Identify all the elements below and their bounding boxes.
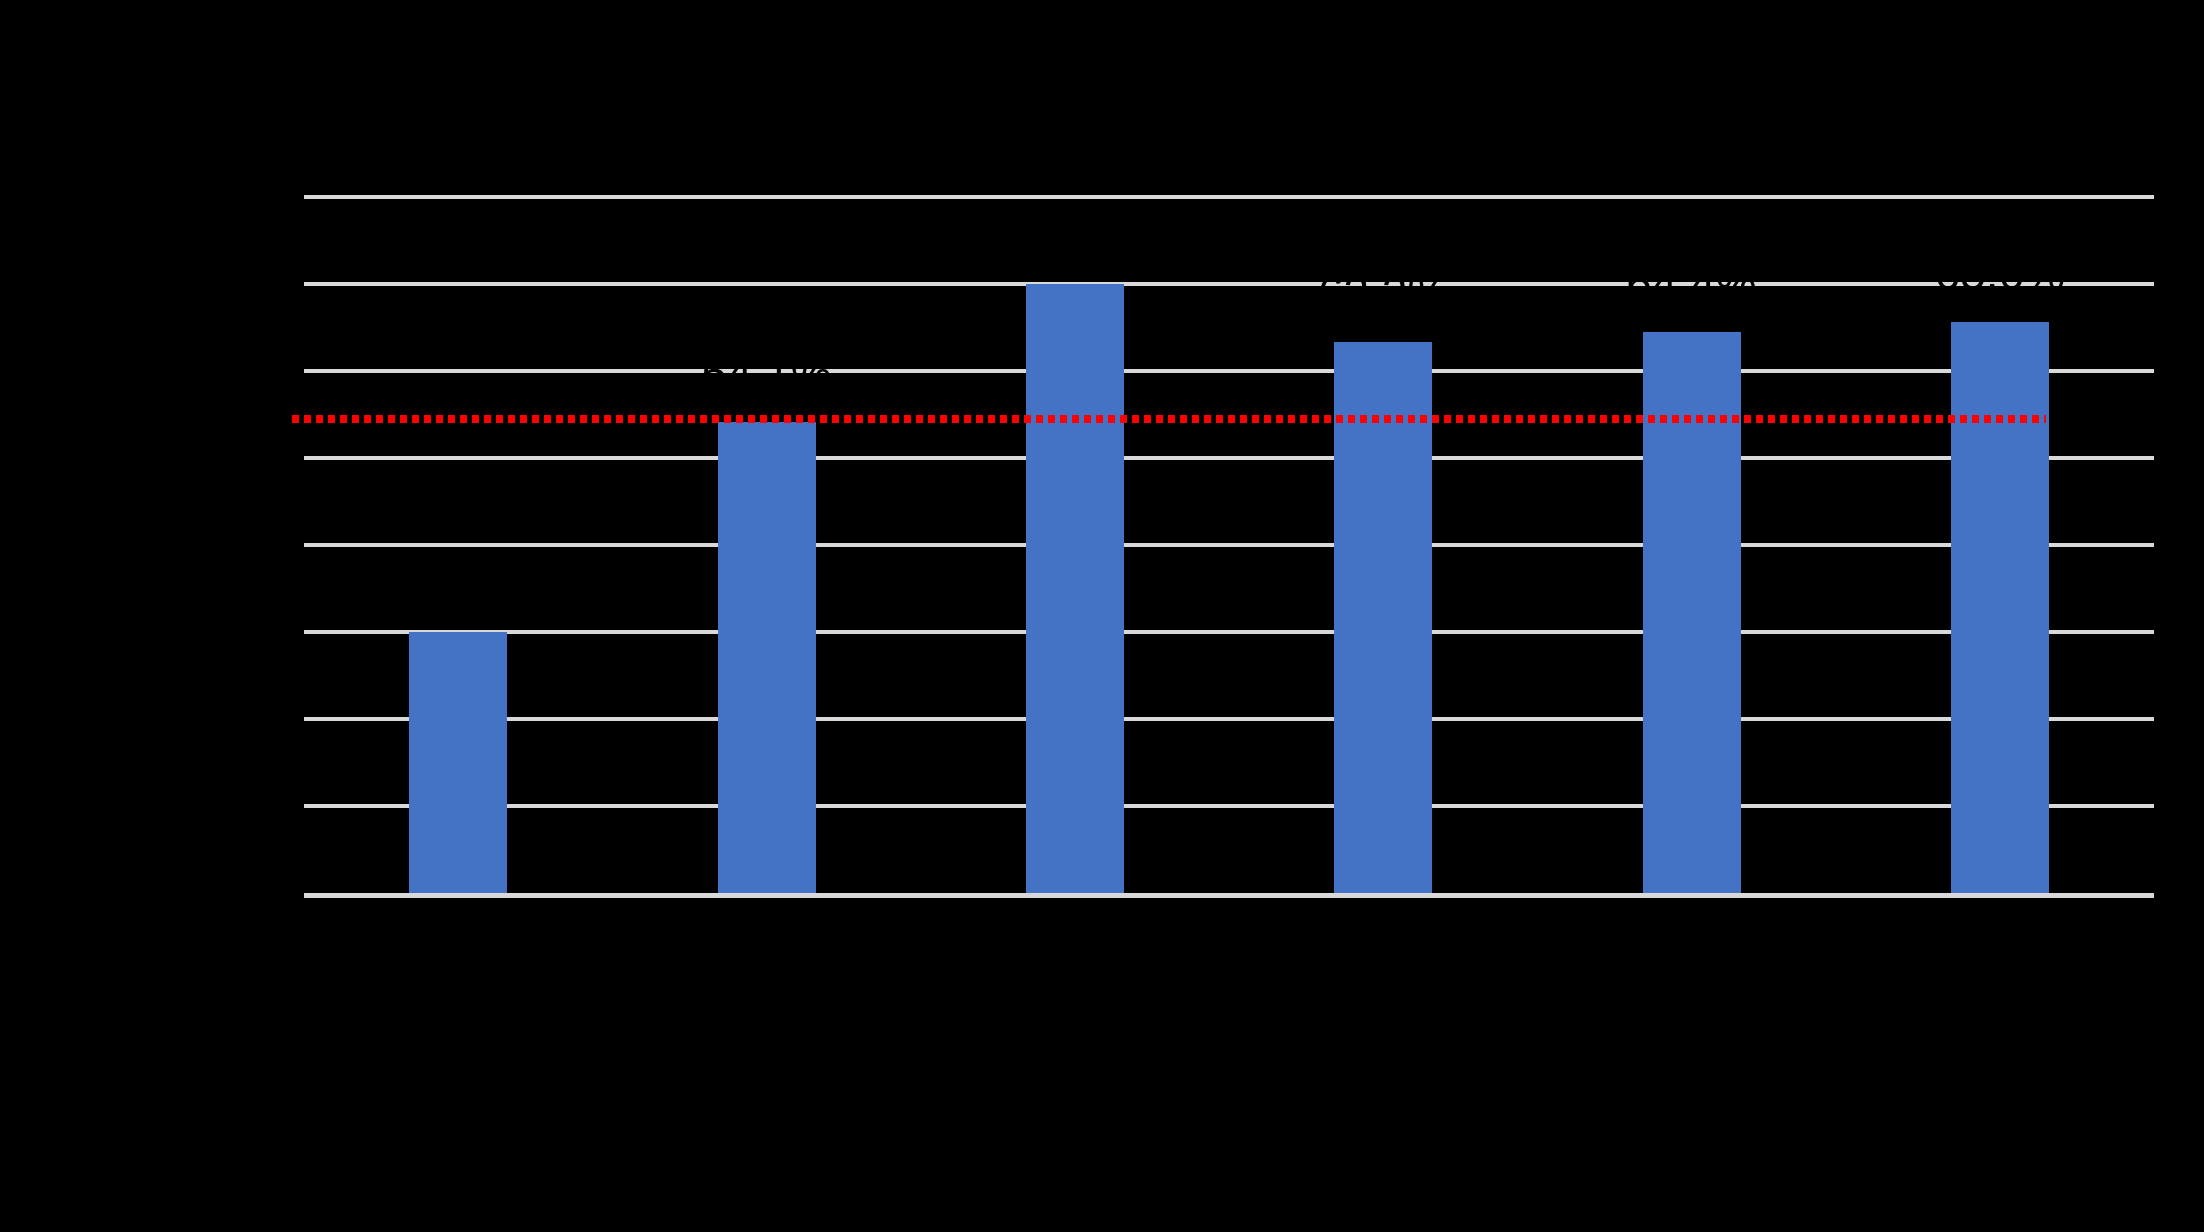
gridline: [304, 717, 2154, 722]
gridline: [304, 804, 2154, 809]
x-axis-line: [304, 893, 2154, 898]
bar: [1642, 332, 1741, 894]
bar: [1025, 283, 1124, 894]
bar: [409, 632, 508, 894]
bar: [717, 422, 816, 894]
bar-value-label: 70.0%: [1009, 208, 1141, 261]
bar-value-label: 30.0%: [392, 557, 524, 610]
bar-value-label: 64.4%: [1626, 257, 1757, 310]
gridline: [304, 455, 2154, 460]
gridline: [304, 368, 2154, 373]
bar-value-label: 65.6%: [1934, 246, 2066, 299]
gridline: [304, 194, 2154, 199]
gridline: [304, 281, 2154, 286]
bar-value-label: 54.1%: [701, 347, 832, 400]
bar: [1334, 341, 1433, 894]
gridline: [304, 630, 2154, 635]
bar: [1950, 321, 2049, 894]
target-line: [292, 414, 2046, 423]
gridline: [304, 543, 2154, 547]
bar-value-label: 63.3%: [1317, 266, 1449, 319]
